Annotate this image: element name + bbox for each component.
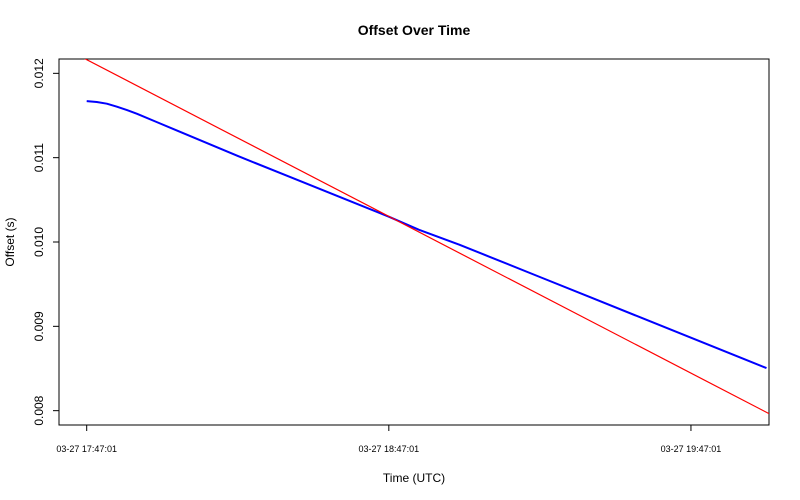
x-tick-label: 03-27 19:47:01 [661, 444, 722, 454]
plot-area [58, 58, 770, 426]
series-layer [84, 59, 769, 415]
y-tick-label: 0.012 [32, 58, 46, 88]
series-line-offset [86, 100, 767, 370]
chart-title: Offset Over Time [358, 22, 471, 38]
y-tick-label: 0.008 [32, 395, 46, 425]
y-axis: 0.008 0.009 0.010 0.011 0.012 [32, 58, 59, 426]
x-axis: 03-27 17:47:01 03-27 18:47:01 03-27 19:47:… [56, 425, 721, 454]
x-tick-label: 03-27 18:47:01 [359, 444, 420, 454]
plot-border [58, 58, 770, 426]
y-tick-label: 0.011 [32, 143, 46, 172]
y-tick-label: 0.009 [32, 311, 46, 341]
x-tick-label: 03-27 17:47:01 [56, 444, 117, 454]
x-axis-label: Time (UTC) [383, 471, 445, 485]
y-tick-label: 0.010 [32, 227, 46, 257]
series-line-trend [84, 59, 769, 415]
y-axis-label: Offset (s) [3, 217, 17, 266]
